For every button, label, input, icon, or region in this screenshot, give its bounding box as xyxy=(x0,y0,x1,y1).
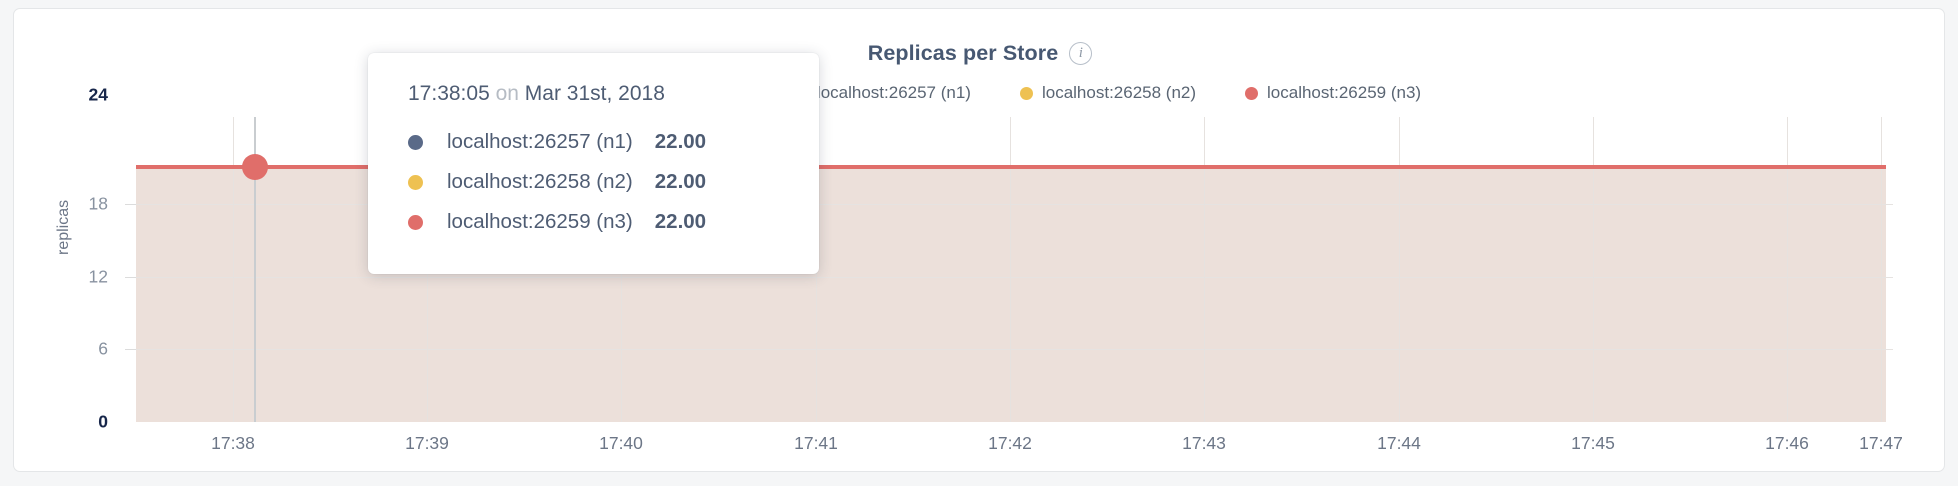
legend-swatch-n2 xyxy=(1019,86,1033,100)
hover-crosshair xyxy=(254,117,256,422)
legend-label-n2: localhost:26258 (n2) xyxy=(1041,83,1197,102)
x-tick-label-1747: 17:47 xyxy=(1859,433,1903,453)
y-tick-mark-18 xyxy=(125,203,136,205)
x-tick-label-1741: 17:41 xyxy=(794,433,838,453)
chart-header: Replicas per Store i xyxy=(14,41,1946,66)
x-tick-label-1744: 17:44 xyxy=(1377,433,1421,453)
x-tick-label-1745: 17:45 xyxy=(1571,433,1615,453)
chart-card: Replicas per Store i localhost:26257 (n1… xyxy=(13,8,1945,472)
tooltip-swatch-n3 xyxy=(408,214,423,230)
y-tick-label-0: 0 xyxy=(98,411,108,432)
tooltip-value-n2: 22.00 xyxy=(654,170,707,193)
y-tick-mark-12 xyxy=(125,276,136,278)
tooltip-time: 17:38:05 xyxy=(408,82,490,105)
page-title: Replicas per Store xyxy=(867,41,1059,65)
gridline-x-1745 xyxy=(1593,117,1594,422)
tooltip-value-n1: 22.00 xyxy=(654,130,707,153)
hover-marker-dot xyxy=(242,154,268,181)
info-icon[interactable]: i xyxy=(1069,42,1093,65)
tooltip-value-n3: 22.00 xyxy=(654,210,707,233)
tooltip-row-n1: localhost:26257 (n1) 22.00 xyxy=(368,122,819,162)
x-tick-label-1742: 17:42 xyxy=(988,433,1032,453)
x-tick-label-1739: 17:39 xyxy=(405,433,449,453)
y-tick-mark-6 xyxy=(125,349,136,351)
legend-swatch-n3 xyxy=(1245,86,1259,100)
chart-tooltip: 17:38:05 on Mar 31st, 2018 localhost:262… xyxy=(368,53,819,274)
x-tick-label-1746: 17:46 xyxy=(1765,433,1809,453)
gridline-x-1744 xyxy=(1399,117,1400,422)
gridline-x-1743 xyxy=(1204,117,1205,422)
legend-item-n1[interactable]: localhost:26257 (n1) xyxy=(794,83,971,103)
y-tick-label-6: 6 xyxy=(98,338,108,359)
tooltip-label-n2: localhost:26258 (n2) xyxy=(447,170,633,193)
x-tick-label-1743: 17:43 xyxy=(1182,433,1226,453)
x-axis-line xyxy=(118,422,1893,424)
legend-label-n1: localhost:26257 (n1) xyxy=(816,83,971,102)
legend-item-n2[interactable]: localhost:26258 (n2) xyxy=(1019,83,1197,103)
gridline-x-1738 xyxy=(233,117,234,422)
gridline-x-1746 xyxy=(1787,117,1788,422)
tooltip-row-n3: localhost:26259 (n3) 22.00 xyxy=(368,202,819,242)
gridline-18 xyxy=(136,203,1893,205)
x-tick-label-1738: 17:38 xyxy=(211,433,255,453)
gridline-6 xyxy=(136,349,1893,351)
tooltip-label-n1: localhost:26257 (n1) xyxy=(447,130,633,153)
tooltip-timestamp: 17:38:05 on Mar 31st, 2018 xyxy=(368,82,819,106)
legend-item-n3[interactable]: localhost:26259 (n3) xyxy=(1245,83,1421,103)
x-tick-label-1740: 17:40 xyxy=(599,433,643,453)
tooltip-rows: localhost:26257 (n1) 22.00 localhost:262… xyxy=(368,122,819,242)
y-tick-label-18: 18 xyxy=(88,193,108,214)
gridline-x-1747 xyxy=(1881,117,1882,422)
tooltip-swatch-n1 xyxy=(408,134,423,150)
tooltip-on-word: on xyxy=(495,82,519,105)
tooltip-swatch-n2 xyxy=(408,174,423,190)
y-tick-label-12: 12 xyxy=(88,266,108,286)
y-tick-label-24: 24 xyxy=(88,84,108,105)
series-line-n1 xyxy=(136,165,1886,170)
legend-label-n3: localhost:26259 (n3) xyxy=(1267,83,1422,102)
gridline-12 xyxy=(136,276,1893,278)
gridline-x-1742 xyxy=(1010,117,1011,422)
chart-legend: localhost:26257 (n1) localhost:26258 (n2… xyxy=(14,83,1946,103)
tooltip-row-n2: localhost:26258 (n2) 22.00 xyxy=(368,162,819,202)
tooltip-date: Mar 31st, 2018 xyxy=(524,82,665,105)
tooltip-label-n3: localhost:26259 (n3) xyxy=(447,210,633,233)
